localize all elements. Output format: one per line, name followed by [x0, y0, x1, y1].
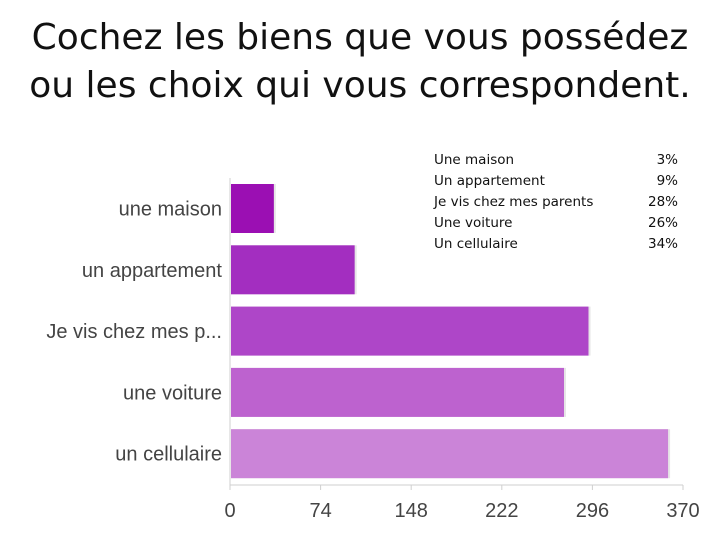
x-tick-label: 0: [224, 500, 235, 522]
legend-row: Une maison 3%: [434, 150, 684, 171]
legend-percent: 3%: [656, 152, 678, 168]
legend-percent: 9%: [656, 173, 678, 189]
bar: [231, 306, 589, 356]
category-label: un cellulaire: [115, 444, 222, 466]
slide-title-line-1: Cochez les biens que vous possédez: [31, 17, 689, 58]
legend-row: Un cellulaire 34%: [434, 234, 684, 255]
legend-percent: 34%: [647, 236, 678, 252]
legend-label: Je vis chez mes parents: [434, 194, 594, 210]
x-tick-label: 148: [395, 500, 428, 522]
percentage-legend: Une maison 3% Un appartement 9% Je vis c…: [434, 150, 684, 255]
x-tick-label: 296: [576, 500, 609, 522]
legend-percent: 28%: [647, 194, 678, 210]
bar: [231, 245, 355, 295]
legend-label: Une maison: [434, 152, 515, 168]
bar: [231, 184, 274, 233]
x-tick-label: 370: [666, 500, 699, 522]
slide-title-line-2: ou les choix qui vous correspondent.: [29, 65, 691, 106]
legend-label: Un cellulaire: [434, 236, 518, 252]
legend-row: Un appartement 9%: [434, 171, 684, 192]
legend-percent: 26%: [647, 215, 678, 231]
category-label: une voiture: [123, 382, 222, 404]
bar: [231, 429, 669, 479]
legend-label: Une voiture: [434, 215, 513, 231]
slide-title: Cochez les biens que vous possédez ou le…: [0, 14, 720, 110]
legend-row: Une voiture 26%: [434, 213, 684, 234]
legend-label: Un appartement: [434, 173, 545, 189]
legend-row: Je vis chez mes parents 28%: [434, 192, 684, 213]
bar: [231, 367, 565, 417]
category-label: Je vis chez mes p...: [46, 321, 222, 343]
x-tick-label: 74: [309, 500, 331, 522]
category-label: une maison: [119, 199, 222, 221]
category-label: un appartement: [82, 260, 223, 282]
x-tick-label: 222: [485, 500, 518, 522]
